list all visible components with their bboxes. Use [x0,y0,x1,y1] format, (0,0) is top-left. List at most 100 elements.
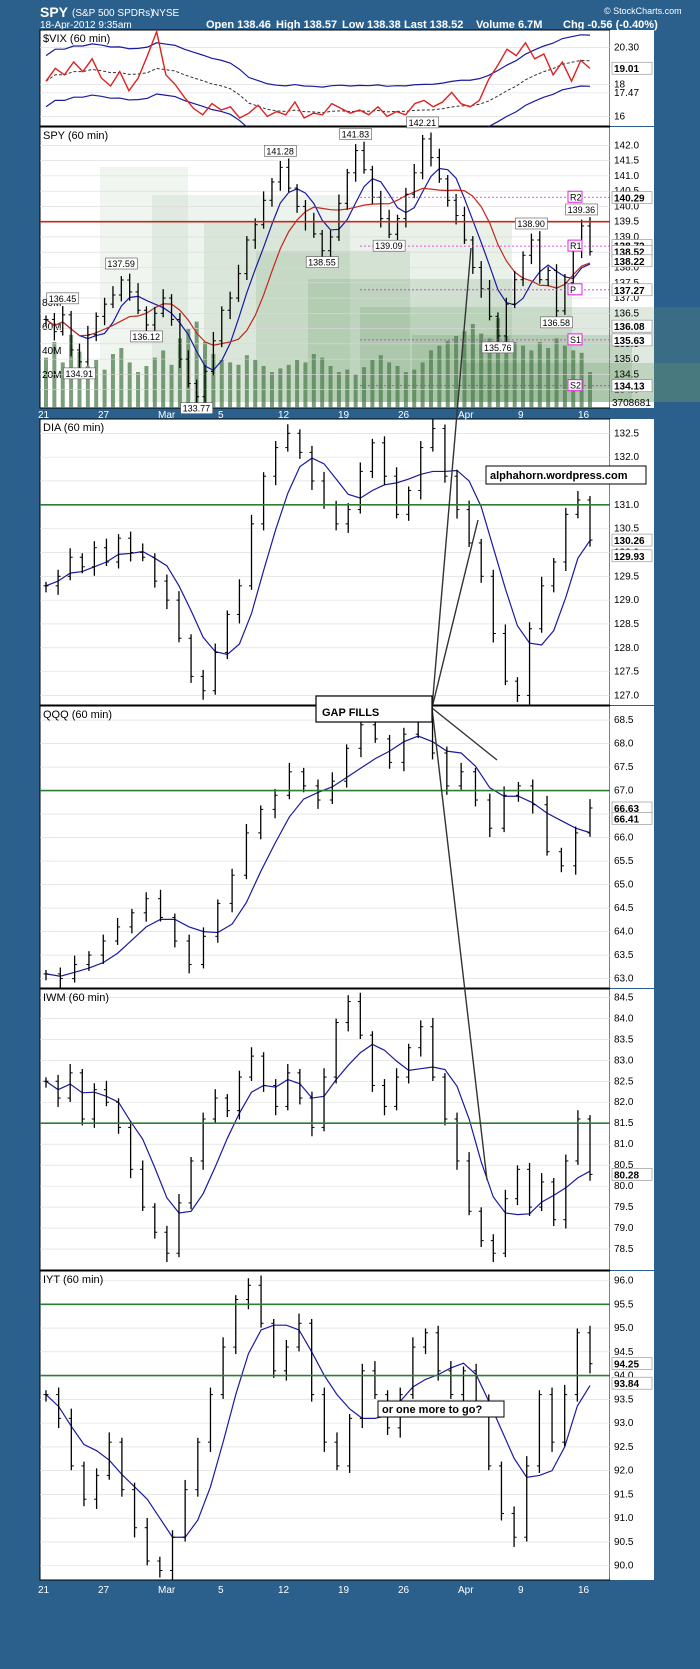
volume-bar [420,362,425,408]
volume-bar [479,333,484,408]
y-tick-label: 95.0 [614,1323,634,1334]
volume-bar [588,372,592,408]
y-tick-label: 79.5 [614,1202,634,1213]
price-label-box [565,203,598,216]
y-tick-label: 139.0 [614,232,639,243]
y-tick-label: 139.5 [614,217,639,228]
x-tick-label-bottom: 27 [98,1585,110,1596]
right-value-label: 136.08 [614,322,645,333]
panel-title: QQQ (60 min) [43,709,112,721]
panel-title: IWM (60 min) [43,992,109,1004]
x-tick-label-bottom: 5 [218,1585,224,1596]
volume-bar [278,368,283,408]
y-tick-label: 67.5 [614,762,634,773]
volume-bar [328,366,333,408]
volume-bar [77,351,82,408]
volume-bar [521,345,526,408]
header-exchange: NYSE [152,8,180,19]
x-tick-label-bottom: Mar [158,1585,176,1596]
y-tick-label: 18 [614,79,626,90]
right-value-label: 130.26 [614,536,645,547]
header-low: Low 138.38 [342,19,401,31]
price-label: 133.77 [183,404,211,414]
x-tick-label-top: Mar [158,410,176,421]
price-label-box [372,239,406,252]
y-tick-label: 96.0 [614,1276,634,1287]
y-tick-label: 92.0 [614,1466,634,1477]
panel-axis-area [610,1271,654,1580]
right-value-label: 138.22 [614,257,645,268]
volume-bar [177,338,182,408]
volume-bar [412,369,417,408]
x-tick-label-top: 12 [278,410,290,421]
panel-axis-area [610,127,654,408]
last-value-label: 19.01 [614,64,639,75]
right-value-box [611,319,653,333]
x-tick-label-bottom: 19 [338,1585,350,1596]
y-tick-label: 84.5 [614,992,634,1003]
x-tick-label-bottom: 16 [578,1585,590,1596]
volume-bar [161,350,166,408]
volume-bar [194,321,199,408]
right-value-box [611,1376,653,1390]
volume-axis-label: 20M [42,370,61,381]
header-symbol: SPY [40,4,69,20]
volume-bar [470,324,475,408]
pivot-box [567,239,583,252]
vix-upper-band [45,34,591,88]
y-tick-label: 93.0 [614,1418,634,1429]
gap-fill-pointer [431,247,472,709]
y-tick-label: 128.0 [614,643,639,654]
y-tick-label: 84.0 [614,1013,634,1024]
x-tick-label-top: 19 [338,410,350,421]
panel-title: DIA (60 min) [43,422,104,434]
price-label: 138.90 [517,219,545,229]
panel-axis-area [610,30,654,126]
volume-bar [269,372,274,408]
x-tick-label-top: 9 [518,410,524,421]
volume-bar [286,364,291,408]
y-tick-label: 93.5 [614,1394,634,1405]
pivot-label: R2 [570,192,582,202]
price-label-box [264,145,297,157]
volume-bar [244,355,249,408]
volume-bar [362,367,367,408]
pivot-label: P [570,285,576,295]
panel-title: IYT (60 min) [43,1274,103,1286]
header-brand: © StockCharts.com [604,6,682,16]
volume-bar [387,362,392,408]
volume-bar [512,342,517,408]
y-tick-label: 68.5 [614,715,634,726]
x-tick-label-top: 26 [398,410,410,421]
volume-bar [295,360,300,408]
pivot-label: S2 [570,381,581,391]
price-label-box [130,330,163,343]
y-tick-label: 141.5 [614,156,639,167]
vix-price-line [45,29,591,119]
y-tick-label: 20.30 [614,43,639,54]
price-label-box [481,341,515,354]
moving-average-line [45,1324,591,1538]
right-value-label: 129.93 [614,552,645,563]
x-axis: 21 21 27 27 Mar Mar 5 5 12 12 19 19 26 26 Apr Apr 9 9 16 16 [38,410,590,1596]
y-tick-label: 137.0 [614,293,639,304]
x-tick-label-bottom: 21 [38,1585,50,1596]
y-tick-label: 65.5 [614,856,634,867]
right-value-label: 66.63 [614,804,639,815]
volume-bar [487,338,492,408]
y-tick-label: 78.5 [614,1244,634,1255]
pivot-label: R1 [570,241,582,251]
panel-plot-area [39,418,611,706]
gap-fill-pointer [431,707,498,761]
price-label-box [515,217,548,230]
y-tick-label: 127.0 [614,690,639,701]
y-tick-label: 135.0 [614,354,639,365]
volume-bar [44,357,48,408]
volume-bar [144,366,149,408]
volume-bar [127,362,132,408]
x-tick-label-top: 27 [98,410,110,421]
y-tick-label: 64.0 [614,927,634,938]
panel-axis-area [610,706,654,988]
pivot-box [567,379,583,392]
y-tick-label: 128.5 [614,619,639,630]
